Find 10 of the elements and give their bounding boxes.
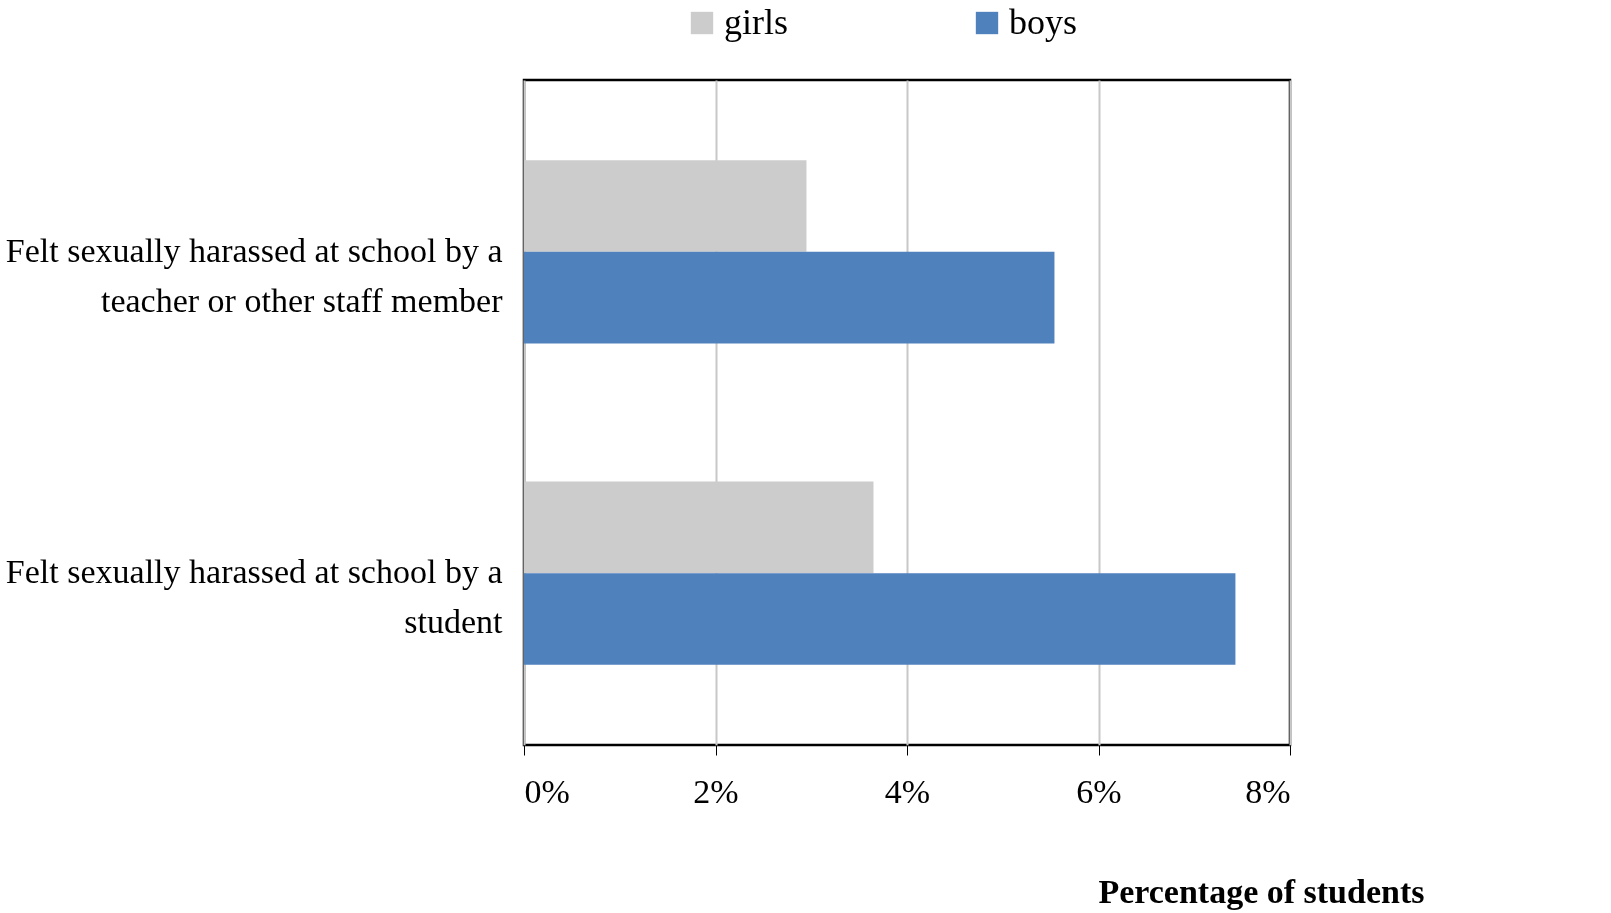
- x-tick-label: 4%: [884, 772, 931, 810]
- x-tick-label: 0%: [524, 772, 570, 810]
- x-tick-label: 8%: [1245, 772, 1291, 810]
- x-axis-title: Percentage of students: [1098, 872, 1425, 910]
- legend-label: boys: [1009, 2, 1078, 42]
- x-tick-label: 2%: [693, 772, 739, 810]
- y-tick-label: Felt sexually harassed at school by a student: [5, 553, 504, 641]
- y-tick-label: Felt sexually harassed at school by a teacher or other staff member: [5, 231, 504, 319]
- x-tick-label: 6%: [1076, 772, 1122, 810]
- legend-label: girls: [724, 2, 789, 42]
